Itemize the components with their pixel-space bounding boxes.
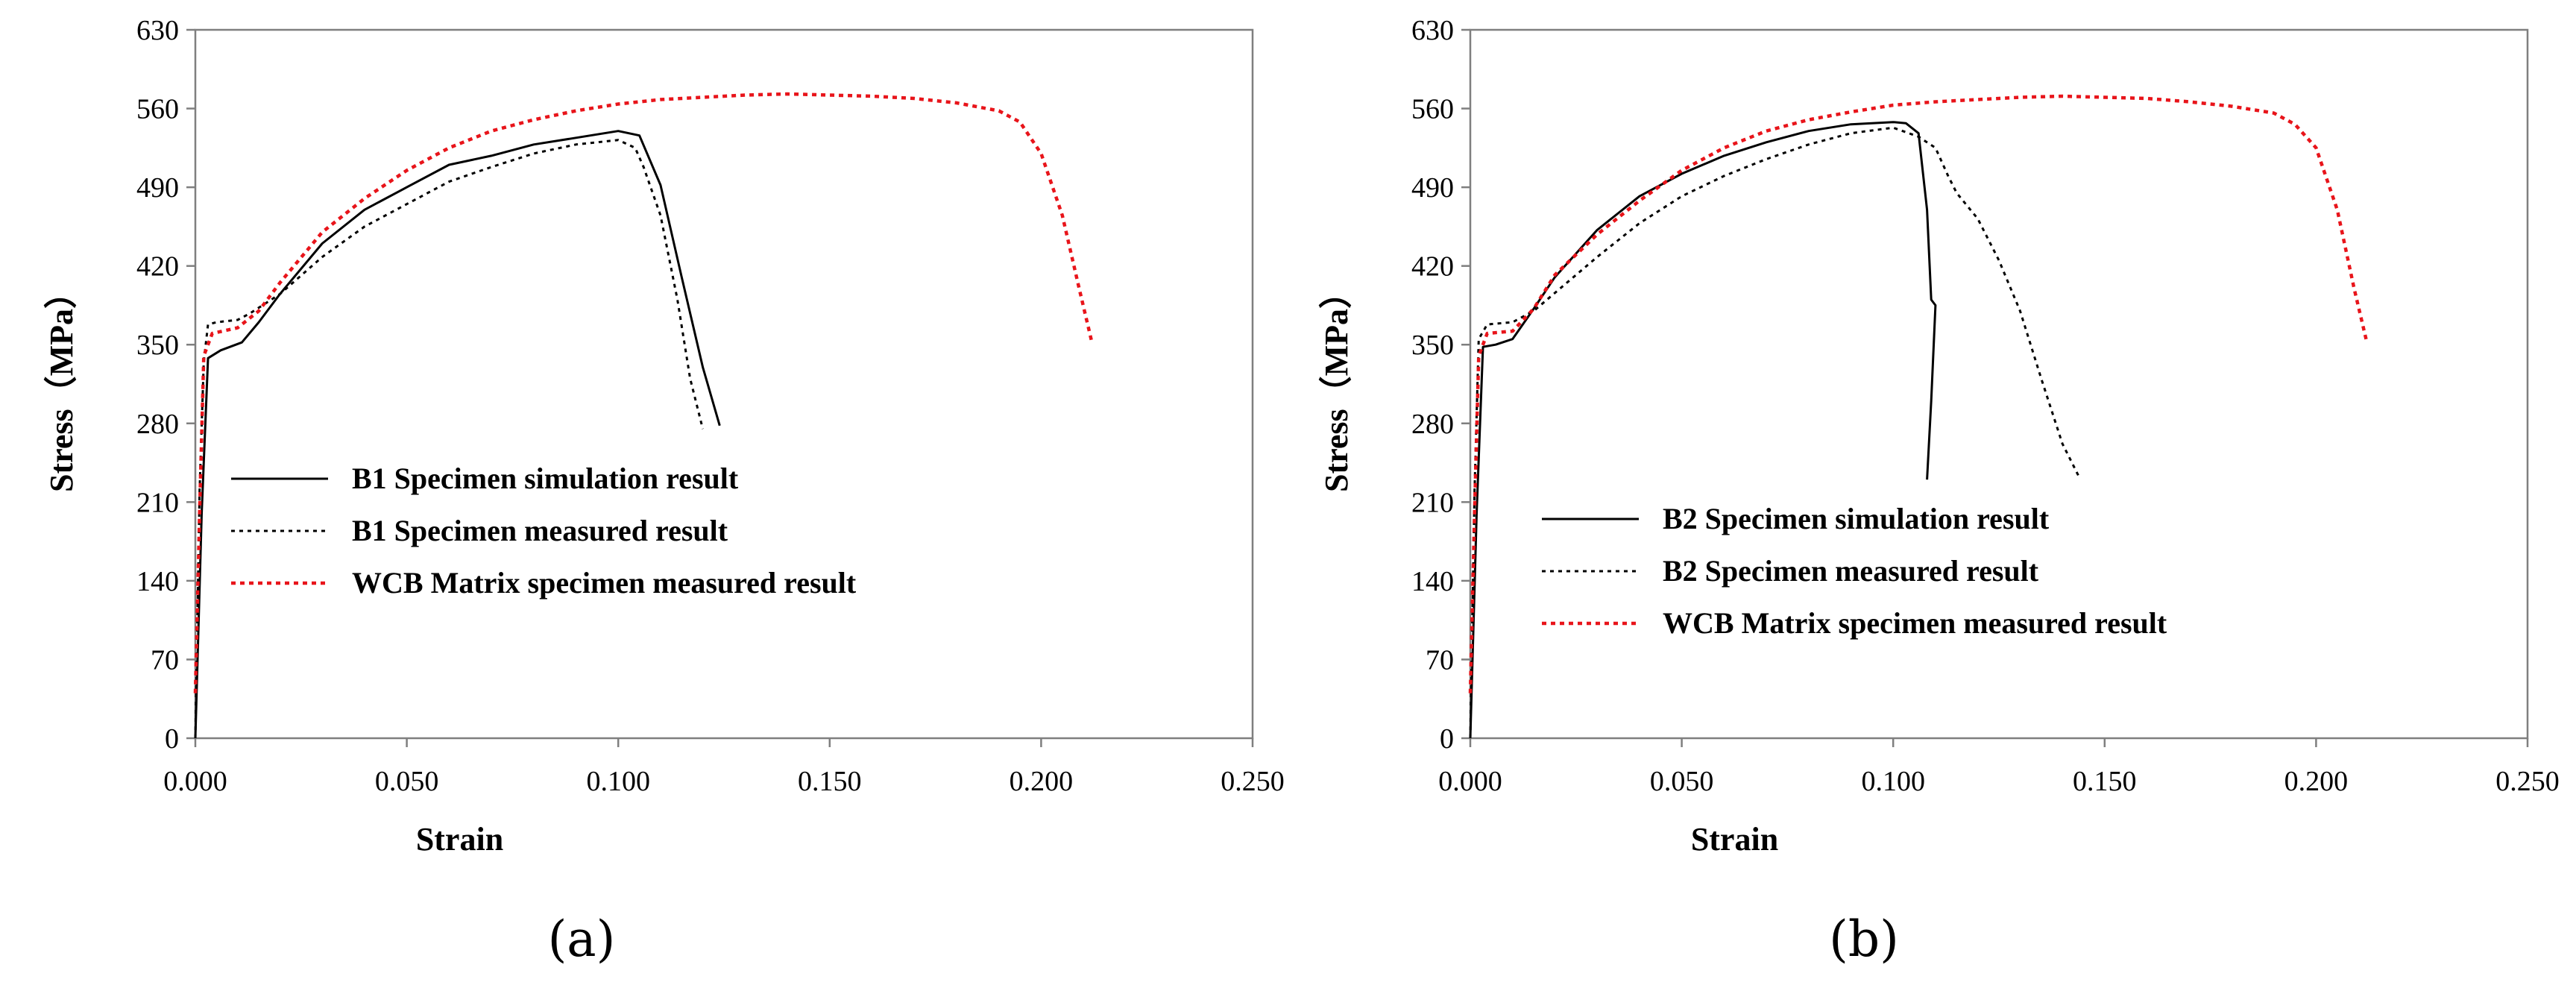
y-tick-label: 560 [136, 94, 179, 125]
legend-label-1: B1 Specimen simulation result [352, 462, 739, 495]
y-tick-label: 210 [1411, 487, 1454, 518]
x-tick-label: 0.050 [375, 766, 439, 797]
y-tick-label: 420 [136, 251, 179, 283]
legend-label-2: B2 Specimen measured result [1663, 554, 2039, 588]
legend-label-1: B2 Specimen simulation result [1663, 502, 2050, 535]
y-tick-label: 490 [1411, 172, 1454, 204]
y-tick-label: 350 [136, 330, 179, 361]
legend-label-3: WCB Matrix specimen measured result [1663, 606, 2167, 640]
x-tick-label: 0.050 [1650, 766, 1714, 797]
y-tick-label: 210 [136, 487, 179, 518]
chart-panel-b: 0 70 140 210 280 350 420 490 560 630 0.000 0.050 0.1… [1318, 15, 2560, 968]
x-axis-title: Strain [1691, 821, 1778, 858]
series-line-1 [1469, 121, 1937, 739]
series-line-2 [194, 139, 705, 739]
x-tick-label: 0.200 [2284, 766, 2349, 797]
y-tick-label: 140 [1411, 566, 1454, 597]
y-tick-label: 280 [1411, 409, 1454, 440]
panel-label: (a) [548, 910, 616, 968]
y-tick-label: 630 [136, 15, 179, 46]
x-tick-label: 0.200 [1010, 766, 1074, 797]
y-tick-label: 560 [1411, 94, 1454, 125]
legend-label-3: WCB Matrix specimen measured result [352, 566, 857, 600]
x-tick-label: 0.100 [586, 766, 650, 797]
x-tick-label: 0.250 [2495, 766, 2560, 797]
y-tick-label: 0 [1440, 723, 1454, 755]
x-tick-label: 0.000 [1438, 766, 1502, 797]
series-line-3 [193, 92, 1094, 693]
y-tick-label: 140 [136, 566, 179, 597]
y-tick-label: 350 [1411, 330, 1454, 361]
chart-panel-a: 0 70 140 210 280 350 420 490 560 630 0.000 0.050 0.1… [43, 15, 1285, 968]
y-tick-label: 490 [136, 172, 179, 204]
y-tick-label: 280 [136, 409, 179, 440]
x-tick-label: 0.150 [2073, 766, 2137, 797]
panel-label: (b) [1829, 910, 1899, 968]
y-tick-label: 630 [1411, 15, 1454, 46]
series-line-2 [1469, 126, 2081, 739]
legend: B2 Specimen simulation result B2 Specimen… [1542, 502, 2167, 640]
y-tick-label: 420 [1411, 251, 1454, 283]
y-axis-title: Stress（MPa） [1318, 276, 1355, 492]
series-line-1 [194, 130, 721, 739]
x-tick-label: 0.150 [798, 766, 862, 797]
y-tick-label: 70 [151, 644, 179, 676]
plot-area-frame [1469, 28, 2529, 740]
series-line-3 [1468, 94, 2369, 693]
x-tick-label: 0.100 [1861, 766, 1925, 797]
legend: B1 Specimen simulation result B1 Specimen… [231, 462, 857, 600]
legend-label-2: B1 Specimen measured result [352, 514, 728, 547]
plot-area-frame [194, 28, 1254, 740]
x-tick-label: 0.250 [1221, 766, 1285, 797]
x-axis-title: Strain [416, 821, 503, 858]
y-tick-label: 0 [165, 723, 179, 755]
x-tick-label: 0.000 [163, 766, 227, 797]
y-tick-label: 70 [1426, 644, 1454, 676]
y-axis-title: Stress（MPa） [43, 276, 80, 492]
